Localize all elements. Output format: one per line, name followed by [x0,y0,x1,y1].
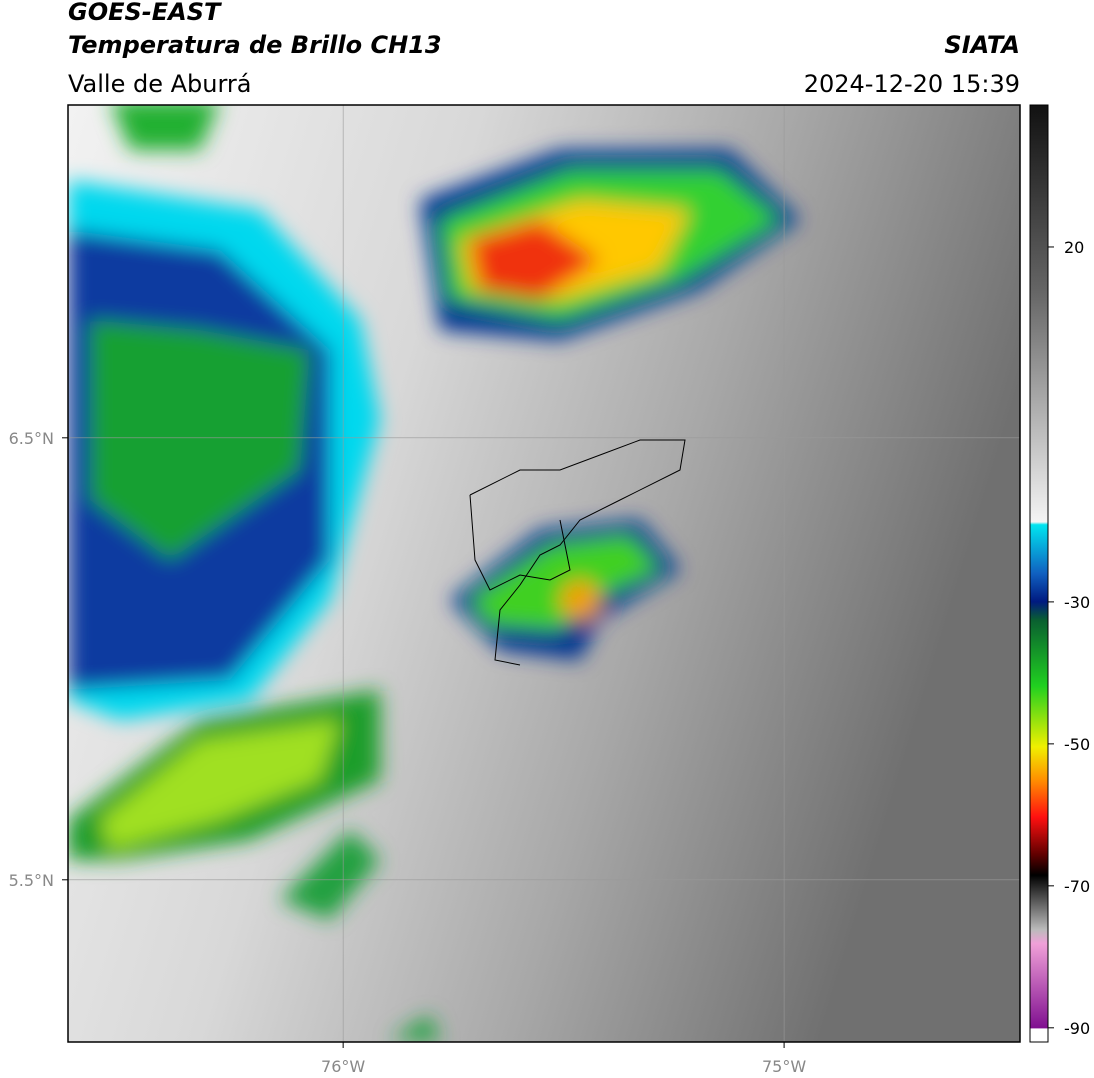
product: Temperatura de Brillo CH13 [68,31,442,59]
x-tick-label: 75°W [762,1057,806,1076]
colorbar-tick-label: 20 [1064,238,1084,257]
colorbar-tick-label: -50 [1064,735,1090,754]
colorbar-tick-label: -30 [1064,593,1090,612]
region: Valle de Aburrá [68,70,252,98]
colorbar [1029,104,1049,1043]
x-tick-label: 76°W [321,1057,365,1076]
municipal-boundaries [469,494,571,591]
y-tick-label: 5.5°N [9,871,54,890]
municipal-boundaries [469,439,686,666]
cloud-tops [68,105,800,1042]
map-frame [67,104,1021,1043]
source: SIATA [944,31,1020,59]
colorbar-tick-label: -70 [1064,877,1090,896]
y-tick-label: 6.5°N [9,429,54,448]
satellite-image [68,105,1020,1042]
colorbar-tick-label: -90 [1064,1019,1090,1038]
satellite: GOES-EAST [68,0,222,26]
graticule [68,105,1020,1042]
datetime: 2024-12-20 15:39 [804,70,1020,98]
